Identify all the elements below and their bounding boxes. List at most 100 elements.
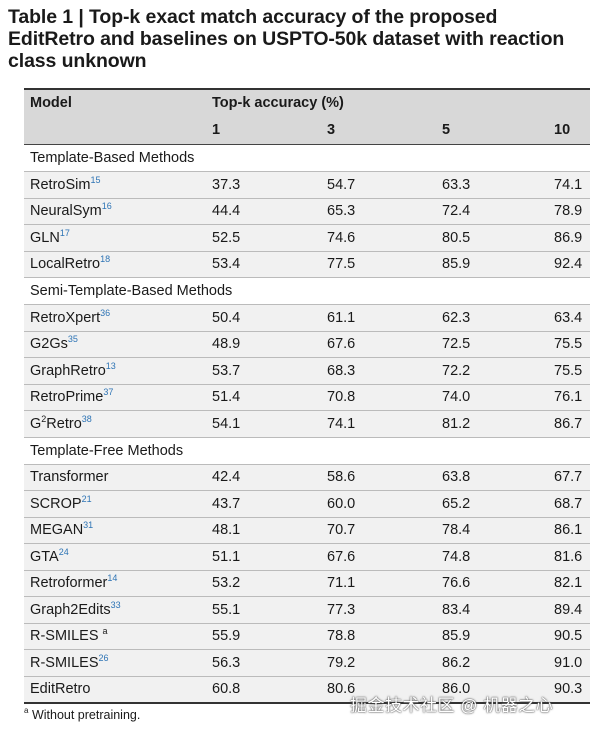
method-name-cell: RetroPrime37 [24, 384, 206, 411]
accuracy-value-cell: 70.8 [321, 384, 436, 411]
accuracy-value-cell: 74.8 [436, 543, 548, 571]
accuracy-value-cell: 58.6 [321, 464, 436, 491]
table-row: EditRetro 60.8 80.6 86.0 90.3 [24, 676, 591, 704]
method-name: R-SMILES [30, 654, 99, 671]
header-row-k: 1 3 5 10 [24, 116, 591, 145]
table-row: R-SMILES26 56.3 79.2 86.2 91.0 [24, 649, 591, 677]
accuracy-value-cell: 92.4 [548, 251, 591, 278]
method-name: GTA [30, 548, 59, 565]
accuracy-value-cell: 78.9 [548, 198, 591, 225]
accuracy-value-cell: 65.3 [321, 198, 436, 225]
accuracy-value-cell: 42.4 [206, 464, 321, 491]
results-table-container: Model Top-k accuracy (%) 1 3 5 10 Templa… [24, 88, 591, 704]
method-name: GLN [30, 229, 60, 246]
reference-superscript: 24 [58, 546, 69, 557]
accuracy-value-cell: 78.8 [321, 623, 436, 650]
accuracy-value-cell: 79.2 [321, 649, 436, 677]
method-name: Retroformer [30, 575, 108, 592]
accuracy-value-cell: 63.8 [436, 464, 548, 491]
table-row: RetroSim15 37.3 54.7 63.3 74.1 [24, 171, 591, 199]
method-name-cell: G2Retro38 [24, 410, 206, 438]
accuracy-value-cell: 90.3 [548, 676, 591, 704]
accuracy-value-cell: 86.1 [548, 517, 591, 544]
accuracy-value-cell: 81.2 [436, 410, 548, 438]
accuracy-value-cell: 86.2 [436, 649, 548, 677]
accuracy-value-cell: 50.4 [206, 304, 321, 332]
method-name: GraphRetro [30, 362, 106, 379]
accuracy-value-cell: 53.4 [206, 251, 321, 278]
accuracy-value-cell: 77.3 [321, 596, 436, 624]
table-row: LocalRetro18 53.4 77.5 85.9 92.4 [24, 251, 591, 278]
reference-superscript: 13 [105, 360, 116, 371]
accuracy-value-cell: 65.2 [436, 490, 548, 518]
method-name-cell: R-SMILES26 [24, 649, 206, 677]
accuracy-value-cell: 86.7 [548, 410, 591, 438]
accuracy-value-cell: 55.1 [206, 596, 321, 624]
table-row: Transformer 42.4 58.6 63.8 67.7 [24, 464, 591, 491]
method-name-cell: GraphRetro13 [24, 357, 206, 385]
table-row: RetroPrime37 51.4 70.8 74.0 76.1 [24, 384, 591, 411]
accuracy-value-cell: 81.6 [548, 543, 591, 571]
method-name: NeuralSym [30, 203, 102, 220]
topk-group-header: Top-k accuracy (%) [212, 95, 344, 111]
k-header: 10 [554, 122, 571, 138]
group-title: Template-Free Methods [24, 437, 591, 465]
accuracy-value-cell: 91.0 [548, 649, 591, 677]
accuracy-value-cell: 89.4 [548, 596, 591, 624]
method-name-cell: GLN17 [24, 224, 206, 252]
table-row: GraphRetro13 53.7 68.3 72.2 75.5 [24, 357, 591, 385]
method-name: EditRetro [30, 681, 91, 698]
accuracy-value-cell: 80.6 [321, 676, 436, 704]
reference-superscript: 16 [101, 201, 112, 212]
accuracy-value-cell: 67.6 [321, 543, 436, 571]
method-name: Retro [46, 415, 82, 432]
reference-superscript: 36 [100, 307, 111, 318]
table-row: SCROP21 43.7 60.0 65.2 68.7 [24, 490, 591, 518]
method-name-prefix: G [30, 415, 42, 432]
accuracy-value-cell: 43.7 [206, 490, 321, 518]
accuracy-value-cell: 80.5 [436, 224, 548, 252]
table-row: G2Retro38 54.1 74.1 81.2 86.7 [24, 410, 591, 438]
reference-superscript: 33 [110, 599, 121, 610]
accuracy-value-cell: 63.3 [436, 171, 548, 199]
method-name: RetroSim [30, 176, 91, 193]
watermark: 掘金技术社区 @ 机器之心 [350, 696, 554, 715]
method-name-cell: RetroSim15 [24, 171, 206, 199]
results-table: Model Top-k accuracy (%) 1 3 5 10 Templa… [24, 88, 591, 704]
empty-header-cell [24, 116, 206, 145]
method-name-cell: G2Gs35 [24, 331, 206, 358]
method-name-cell: Retroformer14 [24, 570, 206, 597]
accuracy-value-cell: 82.1 [548, 570, 591, 597]
table-row: GTA24 51.1 67.6 74.8 81.6 [24, 543, 591, 571]
accuracy-value-cell: 78.4 [436, 517, 548, 544]
method-name-cell: NeuralSym16 [24, 198, 206, 225]
method-name-cell: Graph2Edits33 [24, 596, 206, 624]
group-header-row: Template-Based Methods [24, 144, 591, 172]
table-row: Retroformer14 53.2 71.1 76.6 82.1 [24, 570, 591, 597]
group-title: Semi-Template-Based Methods [24, 277, 591, 305]
accuracy-value-cell: 83.4 [436, 596, 548, 624]
accuracy-value-cell: 74.6 [321, 224, 436, 252]
method-name-cell: Transformer [24, 464, 206, 491]
accuracy-value-cell: 60.8 [206, 676, 321, 704]
reference-superscript: 31 [83, 520, 94, 531]
accuracy-value-cell: 44.4 [206, 198, 321, 225]
accuracy-value-cell: 74.0 [436, 384, 548, 411]
method-name-cell: RetroXpert36 [24, 304, 206, 332]
accuracy-value-cell: 48.1 [206, 517, 321, 544]
group-header-row: Semi-Template-Based Methods [24, 277, 591, 305]
table-row: NeuralSym16 44.4 65.3 72.4 78.9 [24, 198, 591, 225]
accuracy-value-cell: 62.3 [436, 304, 548, 332]
accuracy-value-cell: 55.9 [206, 623, 321, 650]
table-caption: Table 1 | Top-k exact match accuracy of … [8, 6, 565, 72]
reference-superscript: 26 [98, 652, 109, 663]
k-header: 1 [212, 122, 221, 138]
reference-superscript: 17 [59, 227, 70, 238]
accuracy-value-cell: 60.0 [321, 490, 436, 518]
accuracy-value-cell: 37.3 [206, 171, 321, 199]
accuracy-value-cell: 71.1 [321, 570, 436, 597]
accuracy-value-cell: 51.4 [206, 384, 321, 411]
accuracy-value-cell: 54.1 [206, 410, 321, 438]
method-name: SCROP [30, 495, 82, 512]
accuracy-value-cell: 76.1 [548, 384, 591, 411]
